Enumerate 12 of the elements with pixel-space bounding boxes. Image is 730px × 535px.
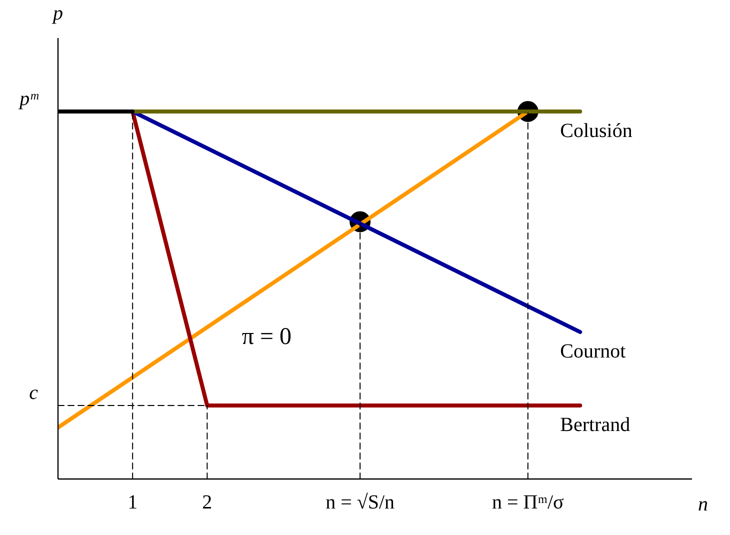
series-label: Cournot: [560, 340, 626, 362]
annotation: pᵐ: [18, 88, 39, 110]
annotation: π = 0: [242, 324, 292, 350]
x-tick-label: n = √S/n: [326, 491, 395, 514]
x-tick-label: 1: [128, 491, 138, 514]
x-axis-title: n: [698, 493, 708, 516]
x-tick-label: 2: [202, 491, 212, 514]
y-axis-title: p: [51, 2, 63, 24]
x-tick-label: n = Πᵐ/σ: [492, 491, 564, 514]
annotation: c: [29, 382, 38, 404]
series-label: Colusión: [560, 120, 632, 142]
series-label: Bertrand: [560, 414, 630, 436]
